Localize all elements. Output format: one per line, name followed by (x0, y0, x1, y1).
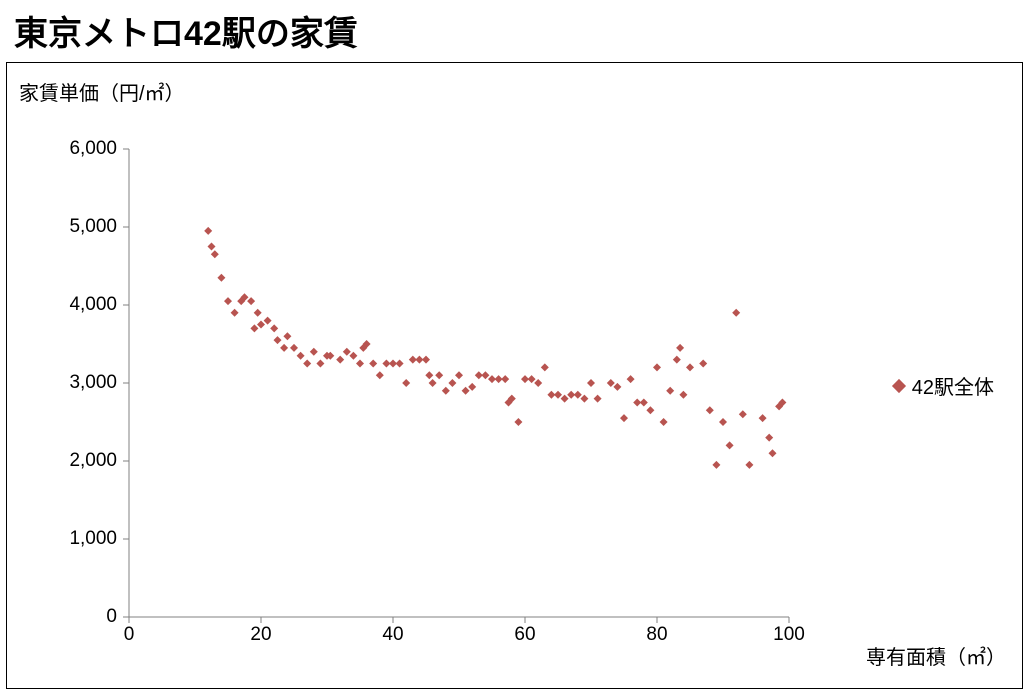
data-point (303, 360, 311, 368)
svg-text:4,000: 4,000 (69, 294, 117, 315)
data-point (501, 375, 509, 383)
svg-text:0: 0 (106, 606, 117, 627)
svg-text:0: 0 (124, 624, 135, 645)
data-point (257, 321, 265, 329)
svg-text:2,000: 2,000 (69, 450, 117, 471)
scatter-chart: 0 1,000 2,000 3,000 4,000 5,000 6,000 0 20 40 60 80… (7, 63, 1024, 690)
data-point (765, 434, 773, 442)
data-point (343, 348, 351, 356)
data-point (653, 363, 661, 371)
data-point (254, 309, 262, 317)
svg-text:40: 40 (382, 624, 403, 645)
data-point (528, 375, 536, 383)
data-point (448, 379, 456, 387)
data-point (759, 414, 767, 422)
data-point (676, 344, 684, 352)
data-point (274, 336, 282, 344)
data-point (425, 371, 433, 379)
data-point (280, 344, 288, 352)
data-point (620, 414, 628, 422)
data-point (247, 297, 255, 305)
data-point (208, 243, 216, 251)
data-point (376, 371, 384, 379)
chart-frame: 家賃単価（円/㎡） 専有面積（㎡） 42駅全体 01,0002,0003,000… (6, 62, 1023, 689)
data-point (706, 406, 714, 414)
data-point (679, 391, 687, 399)
svg-text:80: 80 (646, 624, 667, 645)
data-point (217, 274, 225, 282)
data-point (699, 360, 707, 368)
data-point (726, 441, 734, 449)
data-point (442, 387, 450, 395)
data-point (264, 317, 272, 325)
data-point (402, 379, 410, 387)
data-point (745, 461, 753, 469)
data-point (297, 352, 305, 360)
data-point (481, 371, 489, 379)
data-point (290, 344, 298, 352)
data-point (627, 375, 635, 383)
data-point (673, 356, 681, 364)
svg-text:1,000: 1,000 (69, 528, 117, 549)
data-point (422, 356, 430, 364)
data-point (646, 406, 654, 414)
svg-text:3,000: 3,000 (69, 372, 117, 393)
data-point (310, 348, 318, 356)
data-point (336, 356, 344, 364)
data-point (270, 324, 278, 332)
series-points (204, 227, 786, 469)
svg-text:5,000: 5,000 (69, 216, 117, 237)
svg-text:60: 60 (514, 624, 535, 645)
data-point (719, 418, 727, 426)
data-point (574, 391, 582, 399)
data-point (660, 418, 668, 426)
data-point (769, 449, 777, 457)
data-point (580, 395, 588, 403)
data-point (732, 309, 740, 317)
data-point (541, 363, 549, 371)
data-point (224, 297, 232, 305)
data-point (455, 371, 463, 379)
data-point (594, 395, 602, 403)
data-point (613, 383, 621, 391)
svg-text:6,000: 6,000 (69, 138, 117, 159)
data-point (231, 309, 239, 317)
chart-page: 東京メトロ42駅の家賃 家賃単価（円/㎡） 専有面積（㎡） 42駅全体 01,0… (0, 0, 1029, 695)
data-point (349, 352, 357, 360)
data-point (250, 324, 258, 332)
svg-text:20: 20 (250, 624, 271, 645)
data-point (356, 360, 364, 368)
data-point (435, 371, 443, 379)
data-point (554, 391, 562, 399)
data-point (211, 250, 219, 258)
data-point (204, 227, 212, 235)
data-point (369, 360, 377, 368)
data-point (640, 399, 648, 407)
data-point (429, 379, 437, 387)
data-point (534, 379, 542, 387)
data-point (316, 360, 324, 368)
svg-text:100: 100 (773, 624, 805, 645)
data-point (587, 379, 595, 387)
data-point (712, 461, 720, 469)
data-point (468, 383, 476, 391)
page-title: 東京メトロ42駅の家賃 (14, 6, 358, 55)
data-point (739, 410, 747, 418)
data-point (607, 379, 615, 387)
data-point (561, 395, 569, 403)
data-point (514, 418, 522, 426)
data-point (396, 360, 404, 368)
data-point (283, 332, 291, 340)
data-point (462, 387, 470, 395)
data-point (686, 363, 694, 371)
data-point (666, 387, 674, 395)
